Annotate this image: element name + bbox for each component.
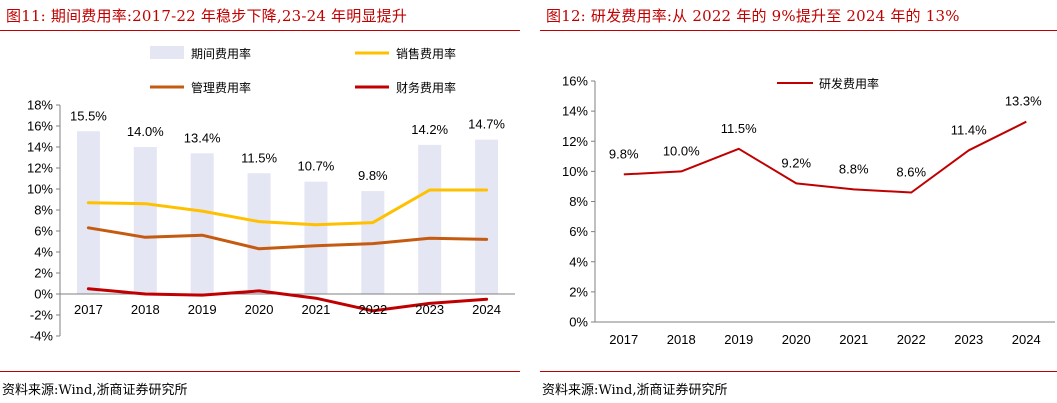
y-tick-label: 6% bbox=[34, 224, 53, 239]
bar-2024 bbox=[475, 139, 499, 294]
data-label: 9.8% bbox=[609, 146, 639, 161]
line-series-财务费用率 bbox=[86, 287, 489, 313]
legend-swatch bbox=[150, 46, 184, 59]
y-tick-label: 16% bbox=[27, 119, 53, 134]
legend-label: 销售费用率 bbox=[396, 46, 456, 61]
bar-value-label: 10.7% bbox=[298, 159, 335, 174]
bar-2019 bbox=[190, 153, 214, 294]
bar-value-label: 9.8% bbox=[358, 168, 388, 183]
left-figure-panel: 图11: 期间费用率:2017-22 年稳步下降,23-24 年明显提升 -4%… bbox=[0, 0, 520, 403]
y-tick-label: 12% bbox=[27, 161, 53, 176]
y-tick-label: 2% bbox=[569, 284, 588, 299]
x-tick-label: 2020 bbox=[245, 302, 274, 317]
x-tick-label: 2021 bbox=[839, 332, 868, 347]
right-rd-ratio-chart: 0% 2% 4% 6% 8% 10% 12% 14% 16% 9.8% 10.0% 11.5% 9.2%… bbox=[562, 74, 1055, 347]
y-tick-label: 16% bbox=[562, 74, 588, 89]
x-tick-label: 2023 bbox=[415, 302, 444, 317]
y-tick-label: 2% bbox=[34, 266, 53, 281]
y-tick-label: 4% bbox=[569, 254, 588, 269]
x-tick-label: 2022 bbox=[897, 332, 926, 347]
y-tick-label: 8% bbox=[34, 203, 53, 218]
right-figure-panel: 图12: 研发费用率:从 2022 年的 9%提升至 2024 年的 13% 0… bbox=[540, 0, 1057, 403]
left-expense-ratio-chart: -4% -2% 0% 2% 4% 6% 8% 10% 12% 14% 16% 18% 15.5% 14.0… bbox=[27, 46, 515, 344]
legend-label: 研发费用率 bbox=[819, 76, 879, 91]
data-label: 9.2% bbox=[781, 155, 811, 170]
y-tick-label: 14% bbox=[562, 104, 588, 119]
x-tick-label: 2018 bbox=[131, 302, 160, 317]
line-series-销售费用率 bbox=[86, 188, 489, 227]
right-figure-title: 图12: 研发费用率:从 2022 年的 9%提升至 2024 年的 13% bbox=[546, 7, 960, 25]
x-tick-label: 2024 bbox=[1012, 332, 1041, 347]
bar-value-label: 14.7% bbox=[468, 117, 505, 132]
x-tick-label: 2017 bbox=[74, 302, 103, 317]
data-label: 8.8% bbox=[839, 161, 869, 176]
x-tick-label: 2021 bbox=[301, 302, 330, 317]
bar-value-label: 11.5% bbox=[241, 150, 277, 165]
x-tick-label: 2019 bbox=[188, 302, 217, 317]
y-tick-label: -2% bbox=[30, 308, 54, 323]
x-tick-label: 2023 bbox=[954, 332, 983, 347]
x-tick-label: 2019 bbox=[724, 332, 753, 347]
right-title-rule bbox=[540, 30, 1057, 31]
line-series-管理费用率 bbox=[86, 226, 489, 251]
data-label: 13.3% bbox=[1005, 94, 1042, 109]
y-tick-label: 18% bbox=[27, 98, 53, 113]
line-series-研发费用率 bbox=[623, 120, 1027, 194]
x-tick-label: 2018 bbox=[667, 332, 696, 347]
left-source-note: 资料来源:Wind,浙商证券研究所 bbox=[2, 383, 188, 398]
left-figure-title: 图11: 期间费用率:2017-22 年稳步下降,23-24 年明显提升 bbox=[6, 7, 408, 25]
bar-value-label: 14.2% bbox=[411, 122, 448, 137]
y-tick-label: 0% bbox=[569, 315, 588, 330]
bar-value-label: 15.5% bbox=[70, 108, 107, 123]
data-label: 8.6% bbox=[896, 164, 926, 179]
y-tick-label: 10% bbox=[562, 164, 588, 179]
y-tick-label: 8% bbox=[569, 194, 588, 209]
left-source-rule bbox=[0, 371, 520, 372]
x-tick-label: 2022 bbox=[358, 302, 387, 317]
y-tick-label: -4% bbox=[30, 329, 54, 344]
bar-2018 bbox=[133, 147, 157, 294]
bar-value-label: 13.4% bbox=[184, 130, 221, 145]
x-tick-label: 2017 bbox=[609, 332, 638, 347]
bar-value-label: 14.0% bbox=[127, 124, 164, 139]
legend-label: 财务费用率 bbox=[396, 80, 456, 95]
right-source-note: 资料来源:Wind,浙商证券研究所 bbox=[542, 383, 728, 398]
x-tick-label: 2020 bbox=[782, 332, 811, 347]
x-tick-label: 2024 bbox=[472, 302, 501, 317]
left-title-rule bbox=[0, 30, 520, 31]
y-tick-label: 12% bbox=[562, 134, 588, 149]
bar-2023 bbox=[418, 144, 442, 294]
data-label: 11.4% bbox=[951, 122, 987, 137]
y-tick-label: 0% bbox=[34, 287, 53, 302]
y-tick-label: 4% bbox=[34, 245, 53, 260]
right-source-rule bbox=[540, 371, 1057, 372]
data-label: 11.5% bbox=[721, 121, 757, 136]
data-label: 10.0% bbox=[663, 143, 700, 158]
legend-label: 期间费用率 bbox=[191, 46, 251, 61]
y-tick-label: 14% bbox=[27, 140, 53, 155]
bar-2020 bbox=[247, 173, 271, 294]
y-tick-label: 10% bbox=[27, 182, 53, 197]
bar-2017 bbox=[76, 131, 100, 294]
y-tick-label: 6% bbox=[569, 224, 588, 239]
bar-2021 bbox=[304, 181, 328, 294]
legend-label: 管理费用率 bbox=[191, 80, 251, 95]
